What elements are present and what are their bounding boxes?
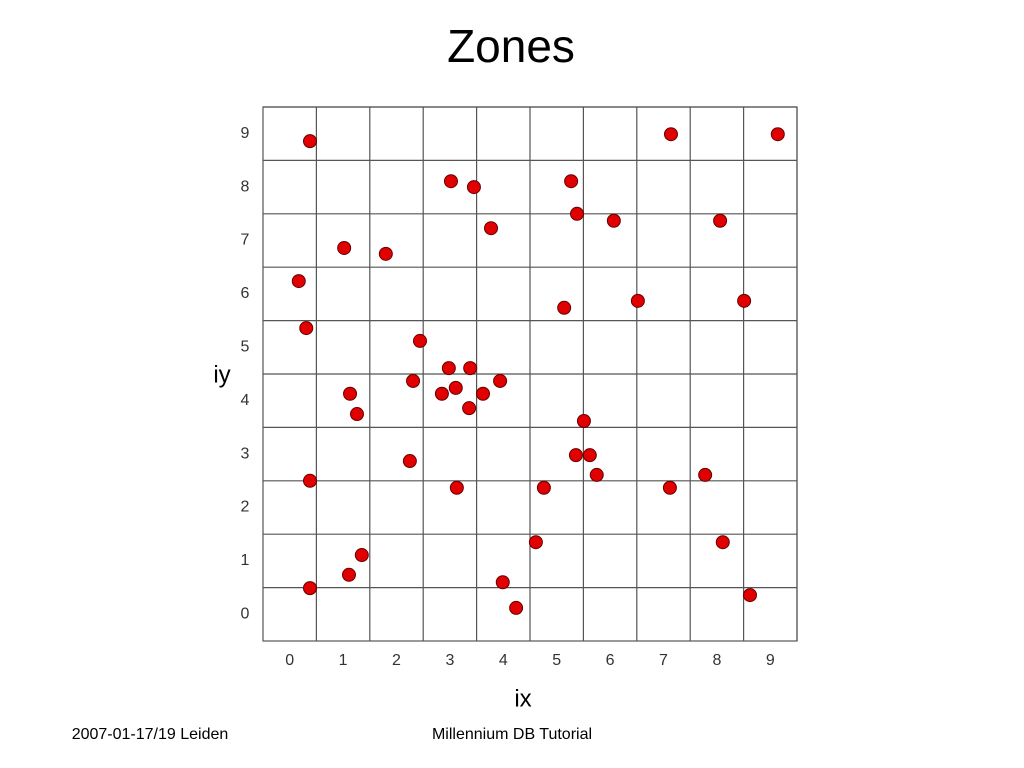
y-tick-label: 4 bbox=[241, 392, 250, 409]
x-tick-label: 8 bbox=[712, 652, 721, 669]
x-tick-label: 1 bbox=[339, 652, 348, 669]
point bbox=[662, 480, 677, 495]
point bbox=[536, 480, 551, 495]
point bbox=[495, 575, 510, 590]
y-tick-label: 7 bbox=[241, 232, 250, 249]
x-tick-label: 6 bbox=[606, 652, 615, 669]
point bbox=[299, 321, 314, 336]
point bbox=[354, 548, 369, 563]
point bbox=[564, 174, 579, 189]
point bbox=[302, 473, 317, 488]
y-tick-label: 5 bbox=[241, 339, 250, 356]
slide-title: Zones bbox=[447, 20, 575, 72]
point bbox=[434, 386, 449, 401]
point bbox=[484, 221, 499, 236]
point bbox=[568, 448, 583, 463]
x-tick-label: 3 bbox=[445, 652, 454, 669]
point bbox=[463, 361, 478, 376]
point bbox=[341, 567, 356, 582]
point bbox=[493, 373, 508, 388]
point bbox=[606, 213, 621, 228]
x-tick-label: 9 bbox=[766, 652, 775, 669]
y-tick-label: 3 bbox=[241, 445, 250, 462]
x-tick-label: 7 bbox=[659, 652, 668, 669]
point bbox=[557, 300, 572, 315]
point bbox=[406, 373, 421, 388]
point bbox=[663, 127, 678, 142]
x-tick-label: 4 bbox=[499, 652, 508, 669]
point bbox=[589, 467, 604, 482]
point bbox=[630, 293, 645, 308]
y-tick-label: 1 bbox=[241, 552, 250, 569]
point bbox=[509, 600, 524, 615]
point bbox=[343, 386, 358, 401]
x-axis-label: ix bbox=[514, 685, 531, 712]
point bbox=[448, 380, 463, 395]
point bbox=[713, 213, 728, 228]
point bbox=[302, 581, 317, 596]
point bbox=[462, 401, 477, 416]
point bbox=[466, 180, 481, 195]
x-tick-label: 5 bbox=[552, 652, 561, 669]
y-tick-label: 6 bbox=[241, 285, 250, 302]
point bbox=[441, 361, 456, 376]
point bbox=[737, 293, 752, 308]
y-tick-label: 8 bbox=[241, 178, 250, 195]
point bbox=[302, 134, 317, 149]
point bbox=[349, 407, 364, 422]
point bbox=[582, 448, 597, 463]
point bbox=[576, 413, 591, 428]
point bbox=[743, 588, 758, 603]
point bbox=[569, 206, 584, 221]
point bbox=[449, 480, 464, 495]
point bbox=[378, 246, 393, 261]
point bbox=[337, 240, 352, 255]
y-axis-label: iy bbox=[213, 361, 230, 388]
footer-center: Millennium DB Tutorial bbox=[432, 726, 592, 743]
y-tick-label: 0 bbox=[241, 606, 250, 623]
point bbox=[412, 333, 427, 348]
point bbox=[715, 535, 730, 550]
x-tick-label: 2 bbox=[392, 652, 401, 669]
footer-left: 2007-01-17/19 Leiden bbox=[72, 726, 229, 743]
y-tick-label: 9 bbox=[241, 125, 250, 142]
point bbox=[443, 174, 458, 189]
point bbox=[402, 454, 417, 469]
point bbox=[770, 127, 785, 142]
x-tick-label: 0 bbox=[285, 652, 294, 669]
point bbox=[528, 535, 543, 550]
point bbox=[291, 274, 306, 289]
y-tick-label: 2 bbox=[241, 499, 250, 516]
point bbox=[476, 386, 491, 401]
point bbox=[698, 467, 713, 482]
